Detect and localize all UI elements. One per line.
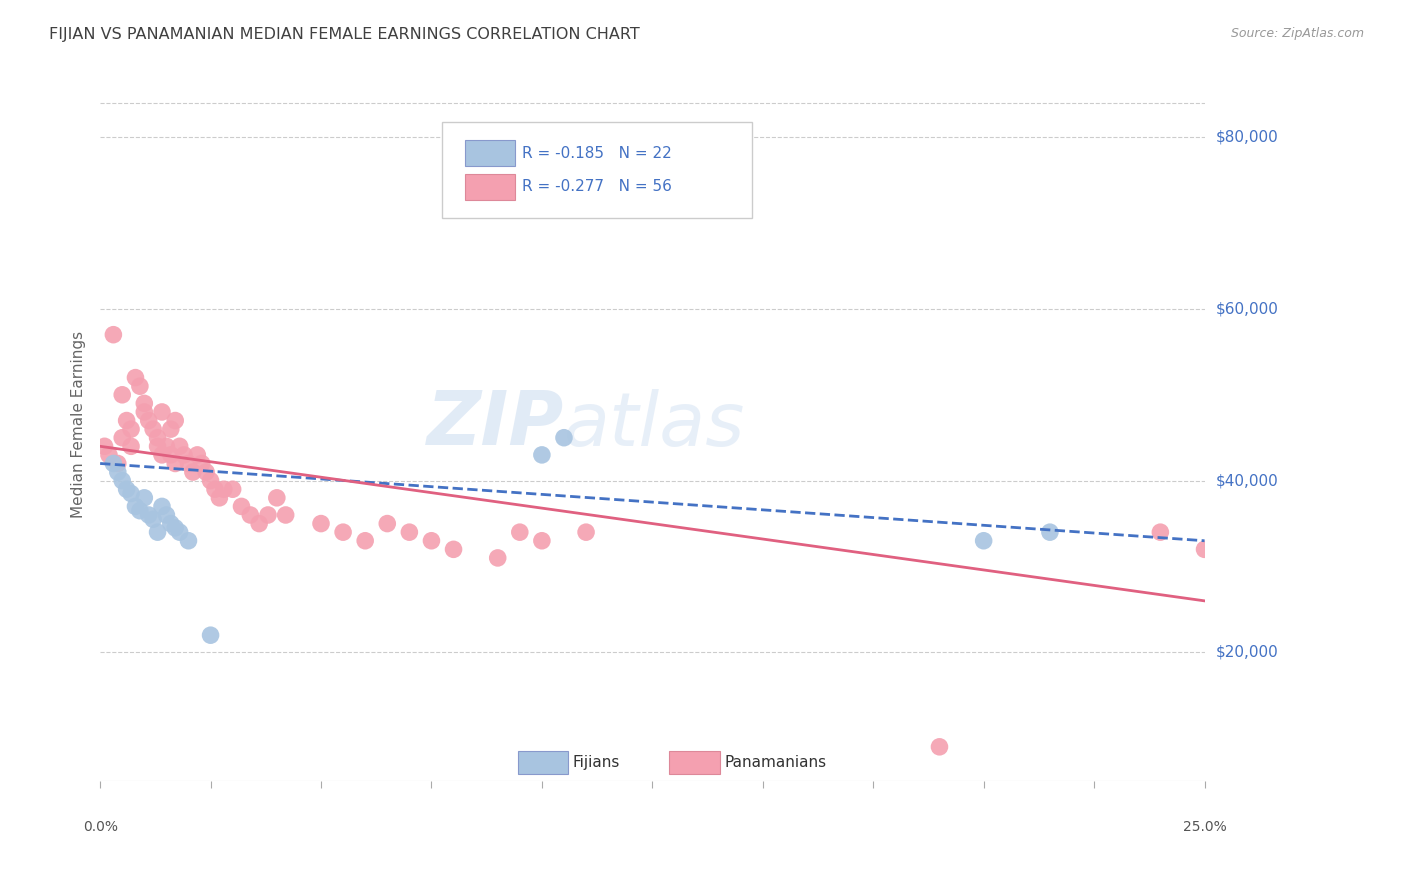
Point bbox=[443, 542, 465, 557]
Text: atlas: atlas bbox=[564, 389, 745, 461]
Text: Panamanians: Panamanians bbox=[724, 756, 827, 770]
Point bbox=[97, 448, 120, 462]
Point bbox=[208, 491, 231, 505]
Point bbox=[928, 739, 950, 754]
FancyBboxPatch shape bbox=[464, 141, 516, 166]
Point bbox=[146, 431, 169, 445]
Point bbox=[120, 439, 142, 453]
Point bbox=[173, 448, 195, 462]
Point bbox=[486, 550, 509, 565]
Point bbox=[146, 439, 169, 453]
Point bbox=[257, 508, 280, 522]
Y-axis label: Median Female Earnings: Median Female Earnings bbox=[72, 331, 86, 518]
Text: $20,000: $20,000 bbox=[1216, 645, 1278, 660]
Point bbox=[190, 457, 212, 471]
Point bbox=[354, 533, 377, 548]
Point bbox=[138, 413, 160, 427]
Point bbox=[231, 500, 253, 514]
Text: Source: ZipAtlas.com: Source: ZipAtlas.com bbox=[1230, 27, 1364, 40]
Point bbox=[200, 474, 222, 488]
Point bbox=[128, 379, 150, 393]
Point bbox=[973, 533, 995, 548]
Point bbox=[120, 486, 142, 500]
Point bbox=[159, 516, 181, 531]
Point bbox=[1149, 525, 1171, 540]
Point bbox=[115, 482, 138, 496]
Text: FIJIAN VS PANAMANIAN MEDIAN FEMALE EARNINGS CORRELATION CHART: FIJIAN VS PANAMANIAN MEDIAN FEMALE EARNI… bbox=[49, 27, 640, 42]
Point bbox=[111, 388, 134, 402]
FancyBboxPatch shape bbox=[669, 751, 720, 774]
Point bbox=[159, 422, 181, 436]
Point bbox=[111, 474, 134, 488]
Text: $60,000: $60,000 bbox=[1216, 301, 1278, 317]
Point bbox=[177, 457, 200, 471]
Point bbox=[309, 516, 332, 531]
Point bbox=[150, 500, 173, 514]
Point bbox=[120, 422, 142, 436]
Point bbox=[142, 512, 165, 526]
Point bbox=[128, 504, 150, 518]
FancyBboxPatch shape bbox=[517, 751, 568, 774]
Point bbox=[530, 533, 553, 548]
FancyBboxPatch shape bbox=[464, 174, 516, 200]
Point bbox=[177, 533, 200, 548]
FancyBboxPatch shape bbox=[443, 122, 752, 219]
Point bbox=[1194, 542, 1216, 557]
Point bbox=[575, 525, 598, 540]
Point bbox=[134, 405, 156, 419]
Text: $40,000: $40,000 bbox=[1216, 473, 1278, 488]
Point bbox=[138, 508, 160, 522]
Point bbox=[509, 525, 531, 540]
Point bbox=[111, 431, 134, 445]
Point bbox=[553, 431, 575, 445]
Point bbox=[115, 413, 138, 427]
Text: $80,000: $80,000 bbox=[1216, 129, 1278, 145]
Point bbox=[155, 439, 177, 453]
Point bbox=[107, 465, 129, 479]
Point bbox=[165, 457, 187, 471]
Point bbox=[124, 500, 146, 514]
Point bbox=[165, 521, 187, 535]
Point bbox=[204, 482, 226, 496]
Point bbox=[134, 396, 156, 410]
Text: ZIP: ZIP bbox=[427, 388, 564, 461]
Point bbox=[266, 491, 288, 505]
Point bbox=[186, 448, 208, 462]
Point bbox=[107, 457, 129, 471]
Text: R = -0.185   N = 22: R = -0.185 N = 22 bbox=[522, 145, 672, 161]
Point bbox=[150, 448, 173, 462]
Text: 25.0%: 25.0% bbox=[1182, 820, 1226, 834]
Point bbox=[103, 457, 125, 471]
Point bbox=[332, 525, 354, 540]
Point bbox=[247, 516, 270, 531]
Point bbox=[134, 491, 156, 505]
Point bbox=[212, 482, 235, 496]
Point bbox=[155, 508, 177, 522]
Point bbox=[1039, 525, 1062, 540]
Point bbox=[221, 482, 243, 496]
Point bbox=[169, 525, 191, 540]
Point bbox=[93, 439, 115, 453]
Point bbox=[150, 405, 173, 419]
Point bbox=[103, 327, 125, 342]
Point bbox=[165, 413, 187, 427]
Text: R = -0.277   N = 56: R = -0.277 N = 56 bbox=[522, 179, 672, 194]
Point bbox=[124, 370, 146, 384]
Text: 0.0%: 0.0% bbox=[83, 820, 118, 834]
Point bbox=[200, 628, 222, 642]
Point bbox=[420, 533, 443, 548]
Point bbox=[181, 465, 204, 479]
Point bbox=[375, 516, 398, 531]
Point bbox=[169, 439, 191, 453]
Point bbox=[239, 508, 262, 522]
Point bbox=[159, 448, 181, 462]
Point bbox=[142, 422, 165, 436]
Point bbox=[530, 448, 553, 462]
Text: Fijians: Fijians bbox=[572, 756, 620, 770]
Point bbox=[146, 525, 169, 540]
Point bbox=[195, 465, 218, 479]
Point bbox=[398, 525, 420, 540]
Point bbox=[274, 508, 297, 522]
